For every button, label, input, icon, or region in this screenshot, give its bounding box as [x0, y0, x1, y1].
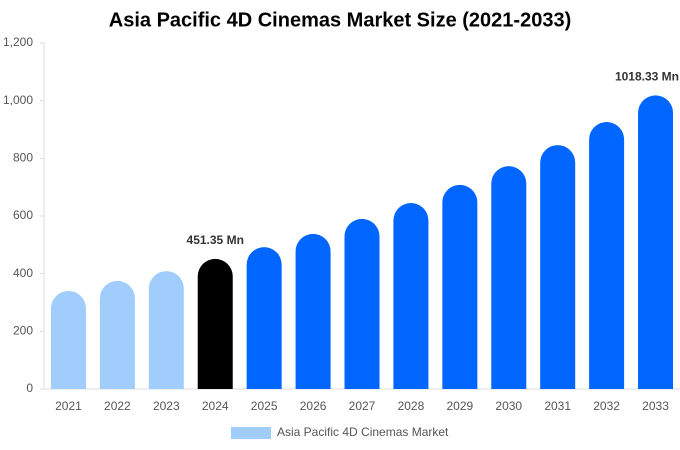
data-label: 1018.33 Mn: [615, 70, 679, 84]
bar: [246, 247, 282, 389]
y-tick-label: 800: [13, 151, 33, 165]
x-tick-label: 2023: [153, 399, 180, 413]
y-tick-label: 0: [26, 381, 33, 395]
bar: [589, 122, 625, 389]
bar: [197, 258, 233, 389]
bar: [540, 145, 576, 389]
x-tick-label: 2031: [544, 399, 571, 413]
data-label: 451.35 Mn: [187, 233, 244, 247]
x-tick-label: 2027: [349, 399, 376, 413]
y-tick-label: 1,000: [3, 93, 33, 107]
y-tick-label: 200: [13, 324, 33, 338]
x-tick-label: 2032: [593, 399, 620, 413]
x-tick-label: 2033: [642, 399, 669, 413]
bar: [393, 203, 429, 389]
y-tick-label: 400: [13, 266, 33, 280]
x-tick-label: 2030: [495, 399, 522, 413]
bar: [295, 233, 331, 389]
bar: [638, 95, 674, 389]
legend-swatch: [231, 427, 271, 439]
x-tick-label: 2024: [202, 399, 229, 413]
bar: [50, 290, 86, 389]
bar: [99, 280, 135, 389]
chart-title: Asia Pacific 4D Cinemas Market Size (202…: [109, 9, 571, 31]
bar: [344, 218, 380, 389]
y-tick-label: 1,200: [3, 35, 33, 49]
x-tick-label: 2022: [104, 399, 131, 413]
legend-label: Asia Pacific 4D Cinemas Market: [277, 425, 449, 439]
x-tick-label: 2025: [251, 399, 278, 413]
y-tick-label: 600: [13, 208, 33, 222]
bar: [148, 271, 184, 389]
bar: [491, 166, 527, 389]
x-tick-label: 2028: [398, 399, 425, 413]
x-tick-label: 2029: [446, 399, 473, 413]
x-tick-label: 2026: [300, 399, 327, 413]
bar: [442, 184, 478, 389]
x-tick-label: 2021: [55, 399, 82, 413]
